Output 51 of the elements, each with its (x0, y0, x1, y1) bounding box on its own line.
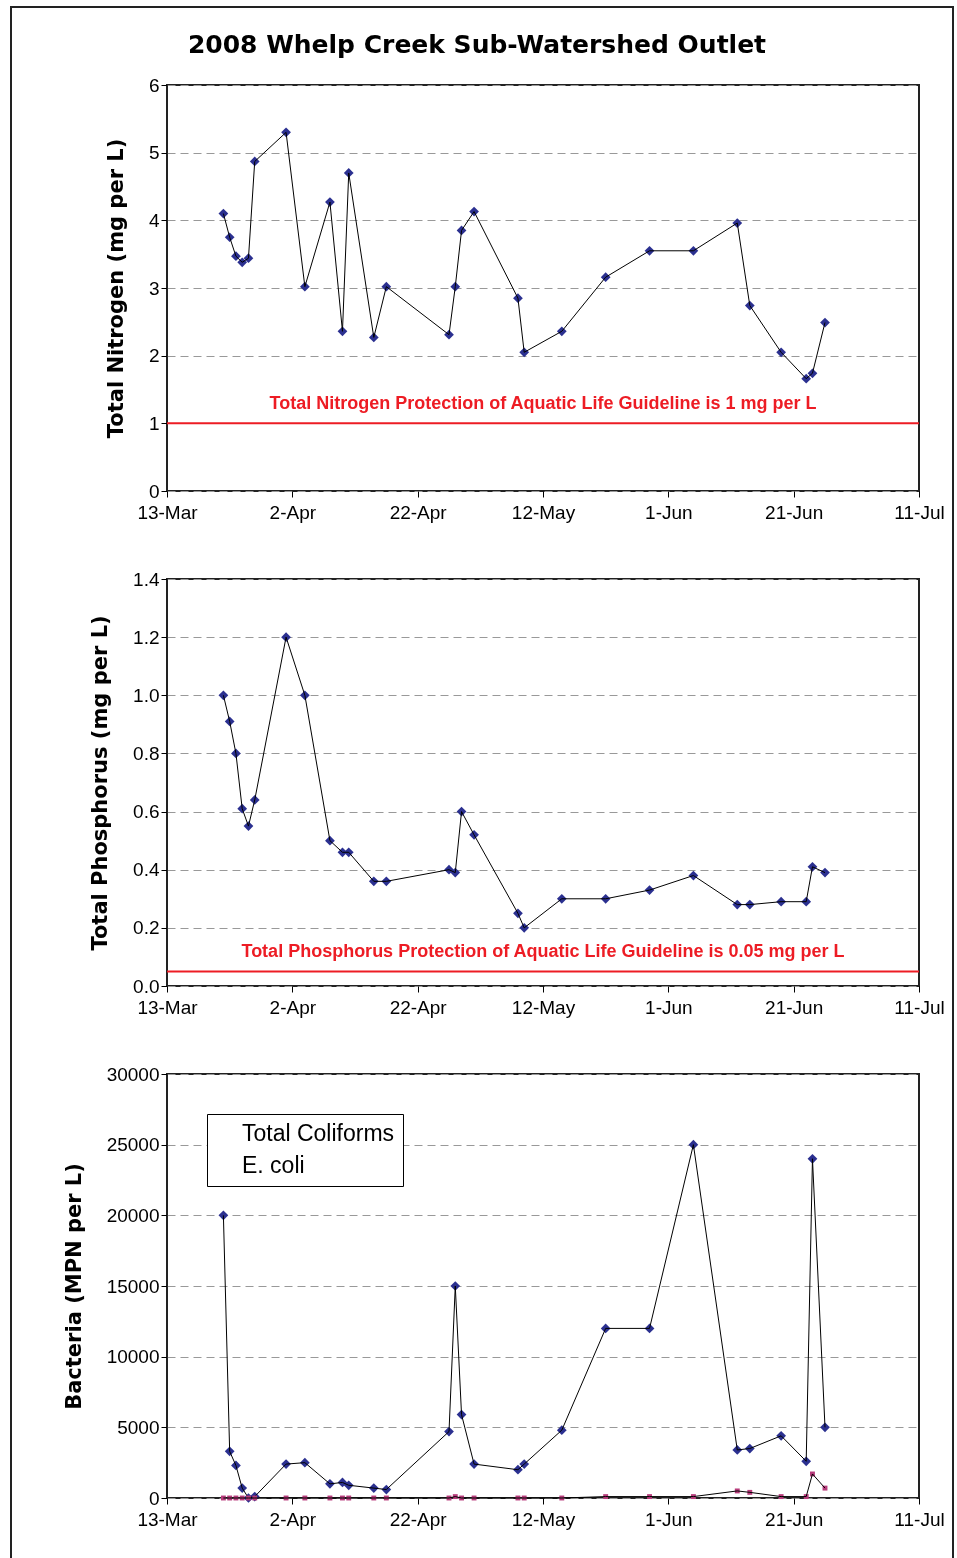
y-tick-label: 0.0 (133, 975, 160, 997)
text: Total Coliforms (242, 1119, 395, 1146)
y-tick-label: 4 (148, 209, 160, 231)
y-axis-title: Total Nitrogen (mg per L) (103, 138, 128, 439)
y-tick-label: 1.0 (133, 684, 160, 706)
y-tick-label: 0.8 (133, 742, 160, 764)
x-tick-label: 2-Apr (269, 501, 317, 523)
y-tick-label: 0.6 (133, 801, 160, 823)
x-tick-label: 11-Jul (894, 996, 945, 1018)
x-tick-label: 21-Jun (765, 501, 824, 523)
x-tick-label: 1-Jun (645, 996, 693, 1018)
y-tick-label: 30000 (106, 1063, 160, 1085)
ref-line-label: Total Phosphorus Protection of Aquatic Life Guideline is 0.05 mg per L (241, 941, 845, 962)
y-tick-label: 5000 (117, 1416, 160, 1438)
x-tick-label: 13-Mar (137, 996, 199, 1018)
x-tick-label: 11-Jul (894, 1508, 945, 1530)
text: E. coli (242, 1151, 305, 1178)
x-tick-label: 1-Jun (645, 501, 693, 523)
x-tick-label: 2-Apr (269, 996, 317, 1018)
y-tick-label: 15000 (106, 1275, 160, 1297)
x-tick-label: 1-Jun (645, 1508, 693, 1530)
y-tick-label: 1.2 (133, 626, 160, 648)
x-tick-label: 2-Apr (269, 1508, 317, 1530)
y-tick-label: 1 (148, 412, 160, 434)
x-tick-label: 22-Apr (389, 1508, 448, 1530)
y-tick-label: 0.4 (133, 859, 160, 881)
y-axis-title: Total Phosphorus (mg per L) (88, 615, 113, 951)
y-tick-label: 20000 (106, 1204, 160, 1226)
x-tick-label: 12-May (511, 501, 576, 523)
x-tick-label: 22-Apr (389, 501, 448, 523)
x-tick-label: 12-May (511, 1508, 576, 1530)
y-axis-title: Bacteria (MPN per L) (61, 1163, 86, 1410)
y-tick-label: 5 (148, 142, 160, 164)
x-tick-label: 13-Mar (137, 1508, 199, 1530)
x-tick-label: 12-May (511, 996, 576, 1018)
y-tick-label: 25000 (106, 1134, 160, 1156)
y-tick-label: 0 (148, 1487, 160, 1509)
y-tick-label: 1.4 (133, 568, 160, 590)
x-tick-label: 21-Jun (765, 1508, 824, 1530)
y-tick-label: 0 (148, 480, 160, 502)
y-tick-label: 0.2 (133, 917, 160, 939)
chart-title: 2008 Whelp Creek Sub-Watershed Outlet (187, 30, 767, 59)
x-tick-label: 22-Apr (389, 996, 448, 1018)
y-tick-label: 6 (148, 74, 160, 96)
y-tick-label: 2 (148, 345, 160, 367)
y-tick-label: 10000 (106, 1346, 160, 1368)
ref-line-label: Total Nitrogen Protection of Aquatic Life Guideline is 1 mg per L (269, 393, 817, 414)
x-tick-label: 21-Jun (765, 996, 824, 1018)
y-tick-label: 3 (148, 277, 160, 299)
x-tick-label: 11-Jul (894, 501, 945, 523)
x-tick-label: 13-Mar (137, 501, 199, 523)
